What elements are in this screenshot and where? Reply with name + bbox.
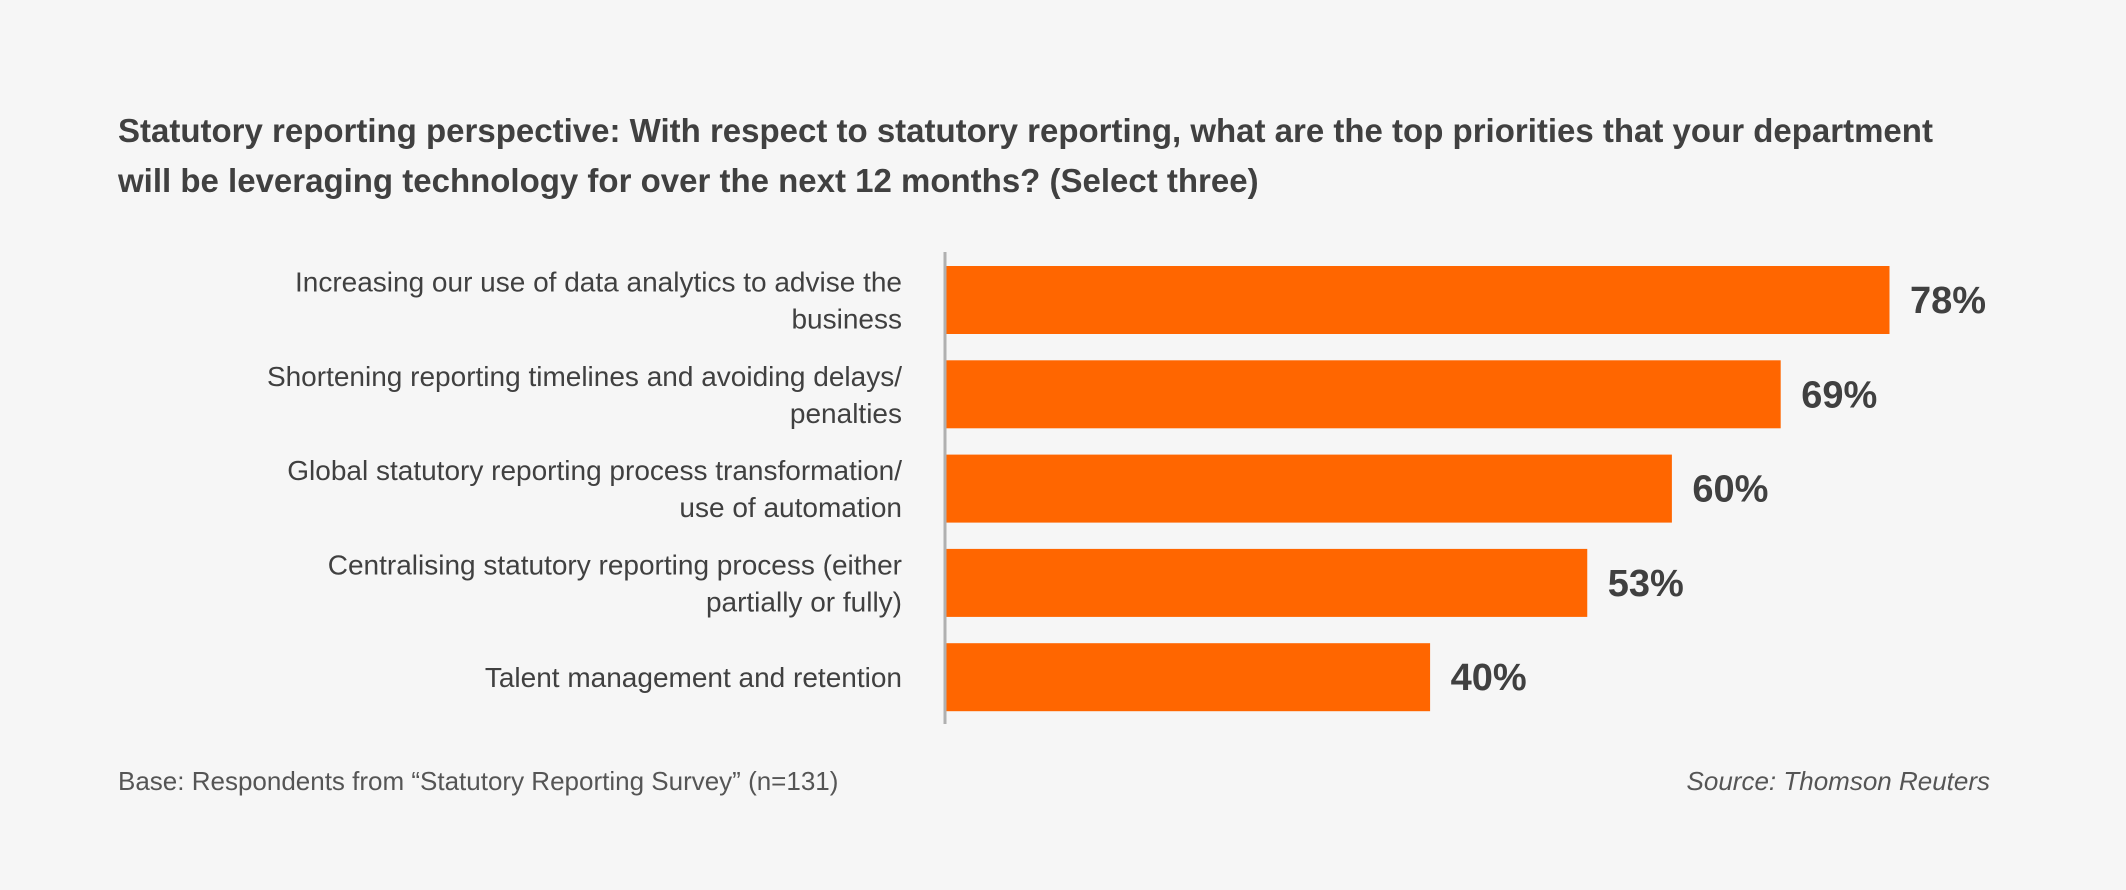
category-label-1-line-0: Shortening reporting timelines and avoid… [267, 361, 902, 392]
chart-title: Statutory reporting perspective: With re… [118, 112, 1933, 199]
bar-3 [946, 548, 1588, 617]
category-label-1-line-1: penalties [790, 398, 902, 429]
category-label-0: Increasing our use of data analytics to … [295, 267, 902, 335]
base-footnote: Base: Respondents from “Statutory Report… [118, 766, 839, 796]
source-credit: Source: Thomson Reuters [1686, 766, 1990, 796]
bar-4 [946, 643, 1431, 712]
value-label-0: 78% [1910, 280, 1986, 322]
category-label-2-line-0: Global statutory reporting process trans… [287, 455, 902, 486]
value-label-1: 69% [1801, 374, 1877, 416]
value-label-2: 60% [1692, 469, 1768, 511]
bar-2 [946, 454, 1672, 523]
category-label-3-line-0: Centralising statutory reporting process… [328, 549, 902, 580]
category-label-0-line-0: Increasing our use of data analytics to … [295, 267, 902, 298]
category-label-4: Talent management and retention [485, 662, 902, 693]
value-label-4: 40% [1451, 657, 1527, 699]
category-label-0-line-1: business [791, 304, 902, 335]
bar-1 [946, 360, 1781, 429]
value-label-3: 53% [1608, 563, 1684, 605]
category-label-4-line-0: Talent management and retention [485, 662, 902, 693]
category-label-3: Centralising statutory reporting process… [328, 549, 902, 617]
category-label-3-line-1: partially or fully) [706, 586, 902, 617]
category-label-2: Global statutory reporting process trans… [287, 455, 902, 523]
bar-0 [946, 266, 1890, 334]
category-label-1: Shortening reporting timelines and avoid… [267, 361, 902, 429]
category-label-2-line-1: use of automation [679, 492, 902, 523]
